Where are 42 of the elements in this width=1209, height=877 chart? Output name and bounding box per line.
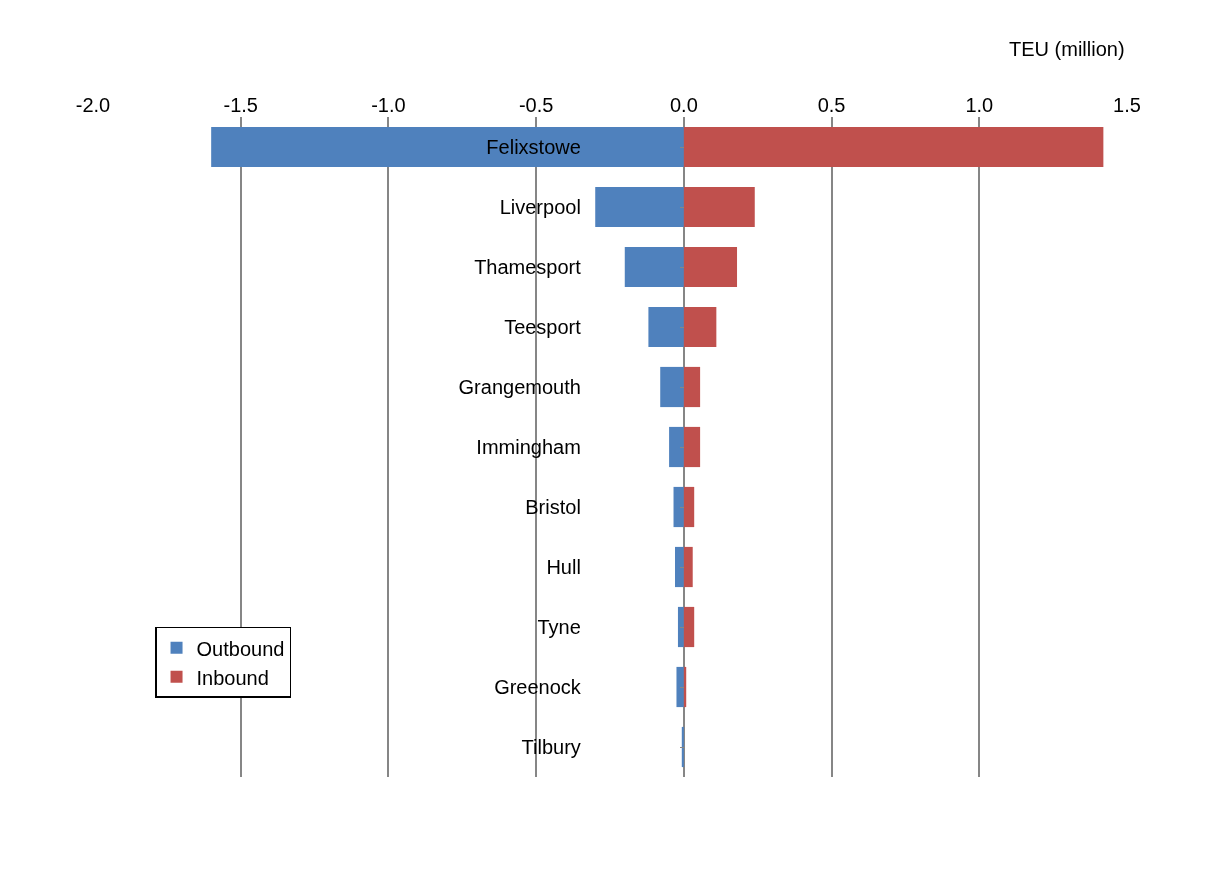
y-tick-label: Greenock: [494, 676, 582, 698]
x-tick-label: -0.5: [518, 94, 554, 116]
x-tick-label: -1.0: [371, 94, 406, 116]
bar: [683, 606, 695, 648]
bar: [677, 606, 684, 648]
y-tick-label: Thamesport: [474, 256, 582, 278]
bar: [681, 726, 684, 768]
y-tick-label: Teesport: [504, 316, 582, 338]
y-tick-label: Bristol: [525, 496, 581, 518]
bar: [676, 666, 684, 708]
x-axis-title: TEU (million): [1009, 38, 1125, 60]
y-tick-label: Immingham: [476, 436, 581, 458]
bar: [595, 186, 684, 228]
bar: [674, 546, 684, 588]
y-tick-label: Tyne: [537, 616, 581, 638]
bar: [683, 546, 693, 588]
bar: [683, 126, 1104, 168]
x-tick-label: -2.0: [75, 94, 111, 116]
y-tick-label: Liverpool: [499, 196, 581, 218]
bar: [669, 426, 684, 468]
x-tick-label: 1.0: [965, 94, 994, 116]
x-tick-label: 1.5: [1113, 94, 1141, 116]
legend-label: Outbound: [196, 637, 285, 660]
bar: [683, 186, 755, 228]
y-tick-label: Hull: [546, 556, 581, 578]
y-tick-label: Felixstowe: [486, 136, 581, 158]
bar: [683, 486, 695, 528]
legend-label: Inbound: [196, 666, 269, 689]
bar: [660, 366, 684, 408]
bar: [211, 126, 684, 168]
bar: [683, 366, 701, 408]
bar: [683, 426, 701, 468]
x-tick-label: 0.0: [669, 94, 698, 116]
y-tick-label: Tilbury: [521, 736, 581, 758]
y-tick-label: Grangemouth: [458, 376, 581, 398]
bar: [624, 246, 684, 288]
bar: [648, 306, 684, 348]
x-tick-label: 0.5: [817, 94, 846, 116]
x-tick-label: -1.5: [223, 94, 258, 116]
bar: [683, 306, 717, 348]
bar: [683, 246, 738, 288]
bar: [673, 486, 684, 528]
